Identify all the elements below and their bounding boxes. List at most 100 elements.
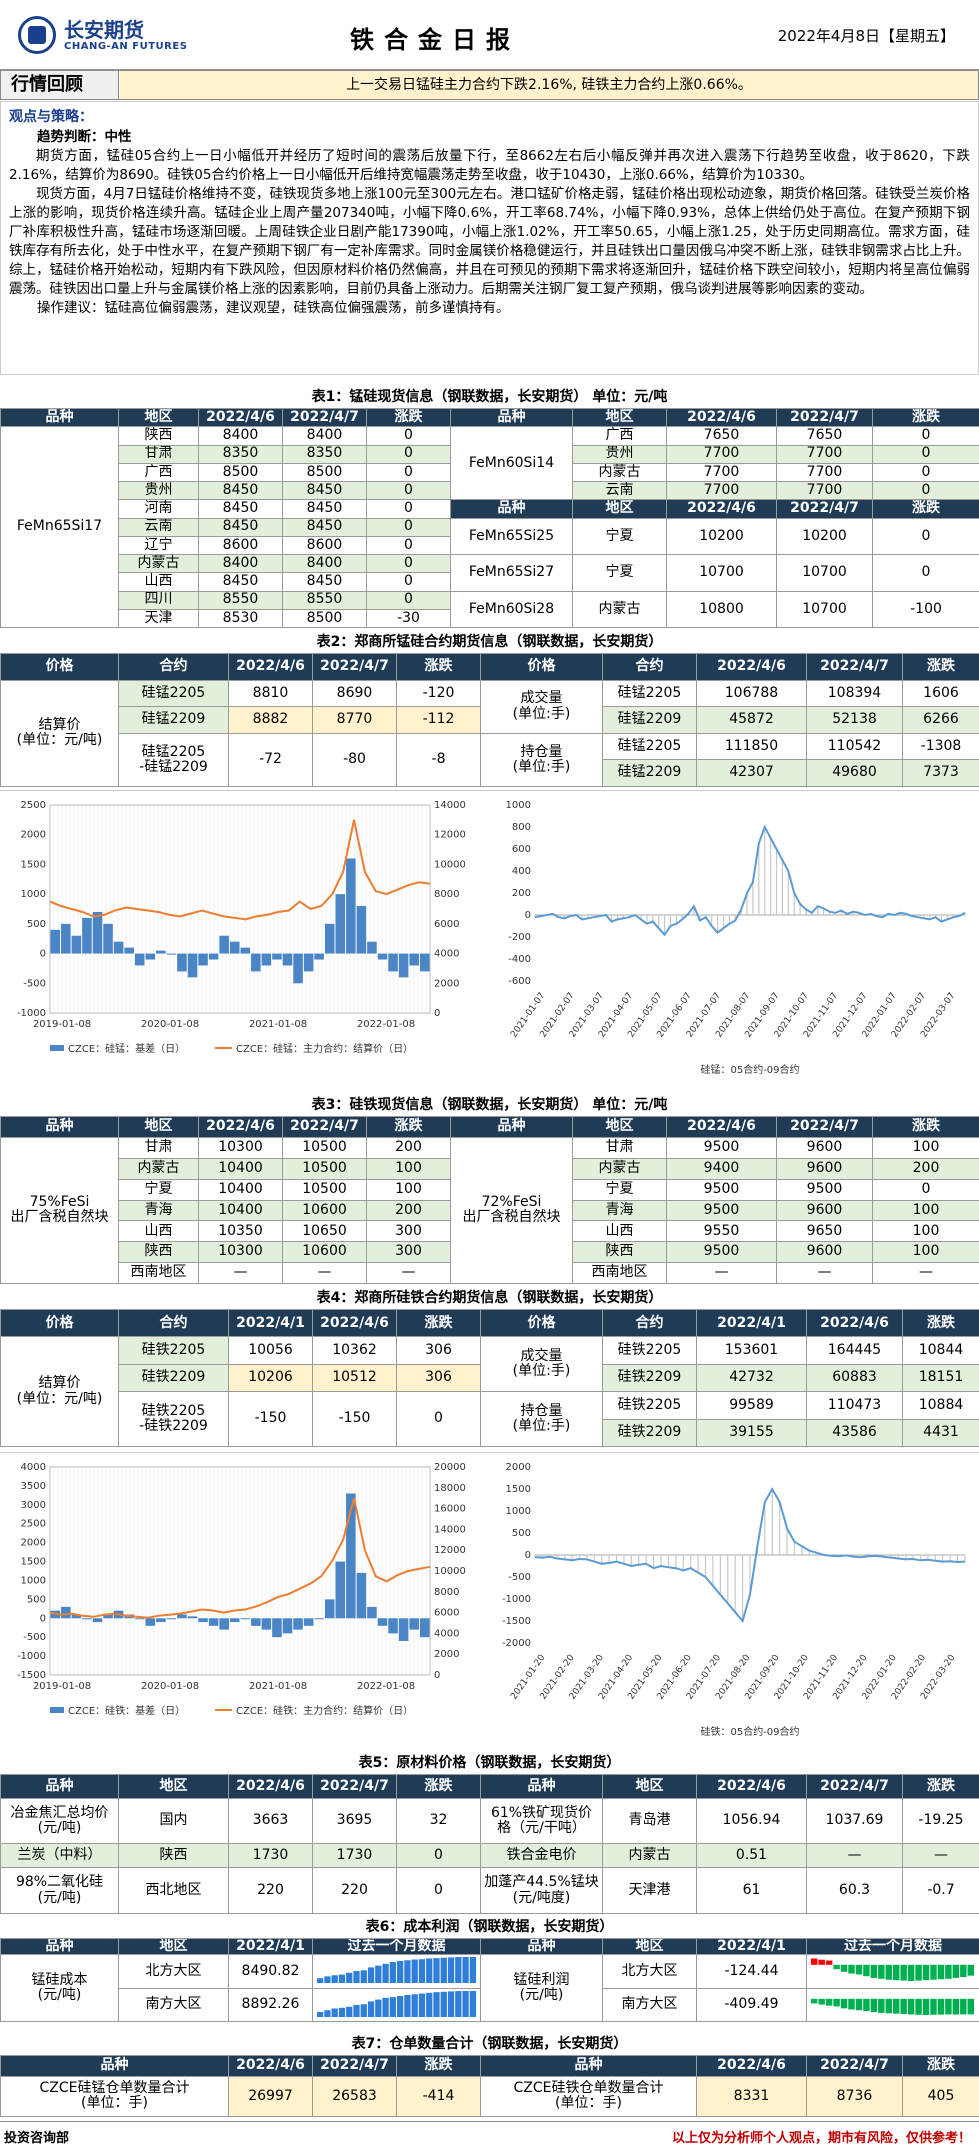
table-cell: 9600 — [776, 1136, 873, 1159]
product-name: 98%二氧化硅 (元/吨) — [0, 1867, 119, 1914]
table-cell: 0 — [366, 535, 451, 556]
spark-bar — [930, 1998, 937, 2015]
table-cell: 山西 — [118, 572, 199, 592]
spark-bar — [418, 1959, 425, 1984]
table-cell: 6266 — [902, 706, 979, 734]
table-cell: 10500 — [282, 1157, 367, 1180]
left-axis-tick: 1000 — [21, 889, 46, 900]
table-cell: 0 — [366, 590, 451, 610]
spark-bar — [374, 1966, 381, 1984]
chart-mnsi-spread: 10008006004002000-200-400-6002021-01-072… — [506, 800, 966, 1076]
spark-bar — [833, 1965, 840, 1970]
spark-bar — [396, 1995, 403, 2017]
column-header: 2022/4/1 — [696, 1308, 807, 1338]
table-cell: 陕西 — [572, 1241, 667, 1264]
table-cell: 164445 — [806, 1336, 903, 1365]
spark-bar — [952, 1998, 960, 2015]
basis-bar — [303, 953, 314, 972]
table-cell: 99589 — [696, 1391, 807, 1420]
table-row: 结算价 (单位：元/吨) 硅铁2205 10056 10362 306 成交量 (单位:手) 硅… — [0, 1336, 979, 1447]
table-cell: 8450 — [282, 480, 367, 501]
product-name: 加蓬产44.5%锰块 (元/吨度) — [480, 1867, 603, 1914]
table-cell: 8810 — [228, 679, 313, 708]
column-header: 2022/4/6 — [696, 653, 807, 681]
basis-bar — [377, 1618, 388, 1626]
table-cell: 8500 — [282, 608, 367, 629]
spark-bar — [381, 1997, 389, 2017]
basis-bar — [82, 917, 92, 954]
basis-bar — [145, 1618, 156, 1626]
column-header: 2022/4/7 — [312, 653, 397, 681]
basis-bar — [92, 911, 103, 954]
table1-mnsi-spot: 品种 地区 2022/4/6 2022/4/7 涨跌 品种 地区 2022/4/6 2022/4… — [0, 407, 979, 629]
basis-bar — [240, 1618, 251, 1620]
basis-bar — [71, 1614, 82, 1619]
table-cell: 7650 — [776, 426, 873, 446]
column-header: 地区 — [118, 1774, 229, 1799]
report-date: 2022年4月8日【星期五】 — [777, 27, 955, 45]
right-axis-tick: 4000 — [434, 1628, 459, 1639]
table-cell: 52138 — [806, 706, 903, 734]
column-header: 地区 — [602, 1774, 697, 1799]
column-header: 2022/4/6 — [696, 2055, 807, 2077]
table-cell: 内蒙古 — [118, 553, 199, 574]
report-title: 铁合金日报 — [350, 26, 520, 54]
table-row: 硅铁2209 10206 10512 306 硅铁2209 42732 60883 18151 — [1, 1363, 979, 1393]
basis-bar — [356, 1572, 367, 1619]
table6-cost-profit: 品种 地区 2022/4/1 过去一个月数据 品种 地区 2022/4/1 过去一个月数据 锰硅… — [0, 1937, 979, 2023]
table-row: 内蒙古 10400 10500 100 内蒙古 9400 9600 200 — [1, 1157, 979, 1180]
column-header: 2022/4/6 — [666, 499, 777, 519]
basis-bar — [82, 1618, 92, 1620]
table-cell: 8690 — [312, 679, 397, 708]
table-row: 价格 合约 2022/4/1 2022/4/6 涨跌 价格 合约 2022/4/1 2022/4… — [0, 1308, 979, 1338]
right-axis-tick: 6000 — [434, 1608, 459, 1619]
basis-bar — [282, 1618, 293, 1634]
spark-bar — [389, 1996, 396, 2017]
table-cell: 硅铁2205 — [118, 1336, 229, 1365]
table-cell: 云南 — [572, 480, 667, 501]
basis-bar — [314, 1618, 324, 1620]
left-axis-tick: -1000 — [17, 1008, 46, 1019]
table-row: 青海 10400 10600 200 青海 9500 9600 100 — [1, 1199, 979, 1222]
table-row: 山西 8450 8450 0 — [1, 572, 979, 592]
table-cell: 26997 — [228, 2075, 313, 2118]
table-cell: 1037.69 — [806, 1797, 903, 1845]
table-cell: 8450 — [198, 499, 283, 519]
table-row: 山西 10350 10650 300 山西 9550 9650 100 — [1, 1220, 979, 1243]
table-cell: 广西 — [572, 426, 667, 446]
basis-bar — [145, 953, 156, 960]
table-row: 硅锰2209 42307 49680 7373 — [1, 759, 979, 787]
spark-bar — [893, 1965, 900, 1981]
view-paragraph-futures: 期货方面，锰硅05合约上一日小幅低开并经历了短时间的震荡后放量下行，至8662左… — [9, 148, 970, 183]
column-header: 地区 — [572, 1116, 667, 1138]
table-cell: 云南 — [118, 517, 199, 537]
right-axis-tick: 10000 — [434, 1566, 466, 1577]
table-cell: 10700 — [776, 554, 873, 592]
table-cell: 10500 — [282, 1178, 367, 1201]
table-cell: -80 — [312, 732, 397, 788]
basis-bar — [177, 1614, 187, 1619]
y-axis-tick: 600 — [512, 844, 531, 855]
spark-bar — [331, 1975, 338, 1984]
y-axis-tick: 1500 — [506, 1484, 531, 1495]
chart-fesi-spread: 2000150010005000-500-1000-1500-20002021-… — [502, 1462, 966, 1738]
table-cell: 1730 — [228, 1843, 313, 1869]
table-cell: 硅锰2209 — [602, 759, 697, 787]
column-header: 2022/4/6 — [228, 653, 313, 681]
basis-bar — [356, 906, 367, 954]
column-header: 合约 — [118, 653, 229, 681]
basis-bar — [229, 941, 240, 954]
table-cell: 3695 — [312, 1797, 397, 1845]
basis-bar — [134, 953, 145, 966]
spark-bar — [323, 1976, 331, 1984]
table-cell: 宁夏 — [118, 1178, 199, 1201]
spark-bar — [447, 1991, 454, 2017]
basis-bar — [409, 1618, 419, 1630]
column-header: 合约 — [602, 653, 697, 681]
table-cell: 西南地区 — [118, 1262, 199, 1284]
basis-bar — [335, 1561, 346, 1619]
table-cell: 青岛港 — [602, 1797, 697, 1845]
table-row: 辽宁 8600 8600 0 — [1, 535, 979, 556]
table-row: 西南地区 — — — 西南地区 — — — — [1, 1262, 979, 1284]
table-cell: 10500 — [282, 1136, 367, 1159]
